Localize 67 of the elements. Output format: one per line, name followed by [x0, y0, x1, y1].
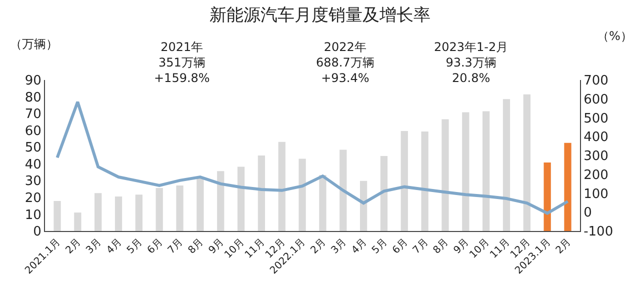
bar: [258, 156, 266, 231]
bar: [156, 188, 163, 231]
bar: [298, 158, 306, 231]
y-axis-title: （万辆）: [10, 37, 58, 51]
x-tick-label: 4月: [104, 236, 124, 256]
bar: [380, 156, 388, 231]
y2-tick-label: -100: [584, 224, 614, 240]
bar: [544, 162, 551, 231]
y2-tick-label: 200: [584, 168, 608, 183]
x-tick-label: 4月: [350, 236, 370, 256]
bar: [278, 142, 286, 231]
x-tick-label: 6月: [390, 236, 410, 256]
y-tick-label: 50: [24, 140, 42, 156]
x-tick-label: 2月: [309, 236, 328, 256]
bar: [319, 174, 326, 231]
y-tick-label: 0: [33, 224, 42, 240]
bar: [564, 142, 572, 231]
y-tick-label: 70: [24, 107, 42, 122]
bar: [360, 180, 368, 231]
y2-tick-label: 400: [584, 130, 608, 146]
bar: [135, 194, 142, 231]
annotation: 2021年 351万辆 +159.8%: [154, 40, 210, 86]
y-tick-label: 60: [24, 124, 42, 139]
x-tick-label: 8月: [186, 236, 206, 256]
bar: [176, 186, 184, 231]
x-tick-label: 3月: [329, 236, 349, 256]
y2-tick-label: 600: [584, 92, 608, 108]
y-tick-label: 10: [24, 208, 42, 223]
bar: [462, 112, 470, 231]
bar: [94, 193, 102, 231]
bar: [54, 200, 61, 231]
bar: [196, 177, 204, 231]
y-tick-label: 30: [24, 174, 42, 190]
x-tick-label: 7月: [411, 236, 430, 256]
bar: [400, 131, 408, 231]
x-tick-label: 5月: [125, 236, 145, 256]
x-tick-label: 6月: [146, 236, 166, 256]
annotation: 2022年 688.7万辆 +93.4%: [316, 40, 374, 86]
bar: [502, 99, 510, 231]
line-series: [56, 100, 570, 215]
y-tick-label: 20: [24, 190, 42, 206]
bar: [523, 94, 530, 231]
bar: [114, 196, 122, 231]
y-tick-label: 80: [24, 90, 42, 106]
chart-title: 新能源汽车月度销量及增长率: [210, 6, 430, 26]
x-tick-label: 7月: [166, 236, 186, 256]
annotation: 2023年1-2月 93.3万辆 20.8%: [434, 40, 508, 86]
y2-tick-label: 300: [584, 149, 608, 164]
bar: [217, 171, 224, 231]
x-tick-label: 3月: [84, 236, 104, 256]
y2-tick-label: 100: [584, 186, 608, 202]
bar: [74, 212, 82, 231]
bar: [340, 150, 347, 231]
y2-tick-label: 700: [584, 74, 608, 89]
y2-tick-label: 500: [584, 111, 608, 126]
bar: [237, 166, 245, 231]
x-tick-label: 8月: [432, 236, 451, 256]
y-tick-label: 90: [24, 74, 42, 89]
y-tick-label: 40: [24, 157, 42, 172]
y2-tick-label: 0: [584, 206, 592, 221]
x-tick-label: 5月: [370, 236, 390, 256]
x-tick-label: 2月: [554, 236, 574, 256]
x-tick-label: 2月: [64, 236, 84, 256]
y2-axis-title: （%）: [597, 29, 632, 43]
bar: [421, 132, 428, 231]
bar: [442, 119, 449, 231]
bar: [482, 111, 490, 231]
